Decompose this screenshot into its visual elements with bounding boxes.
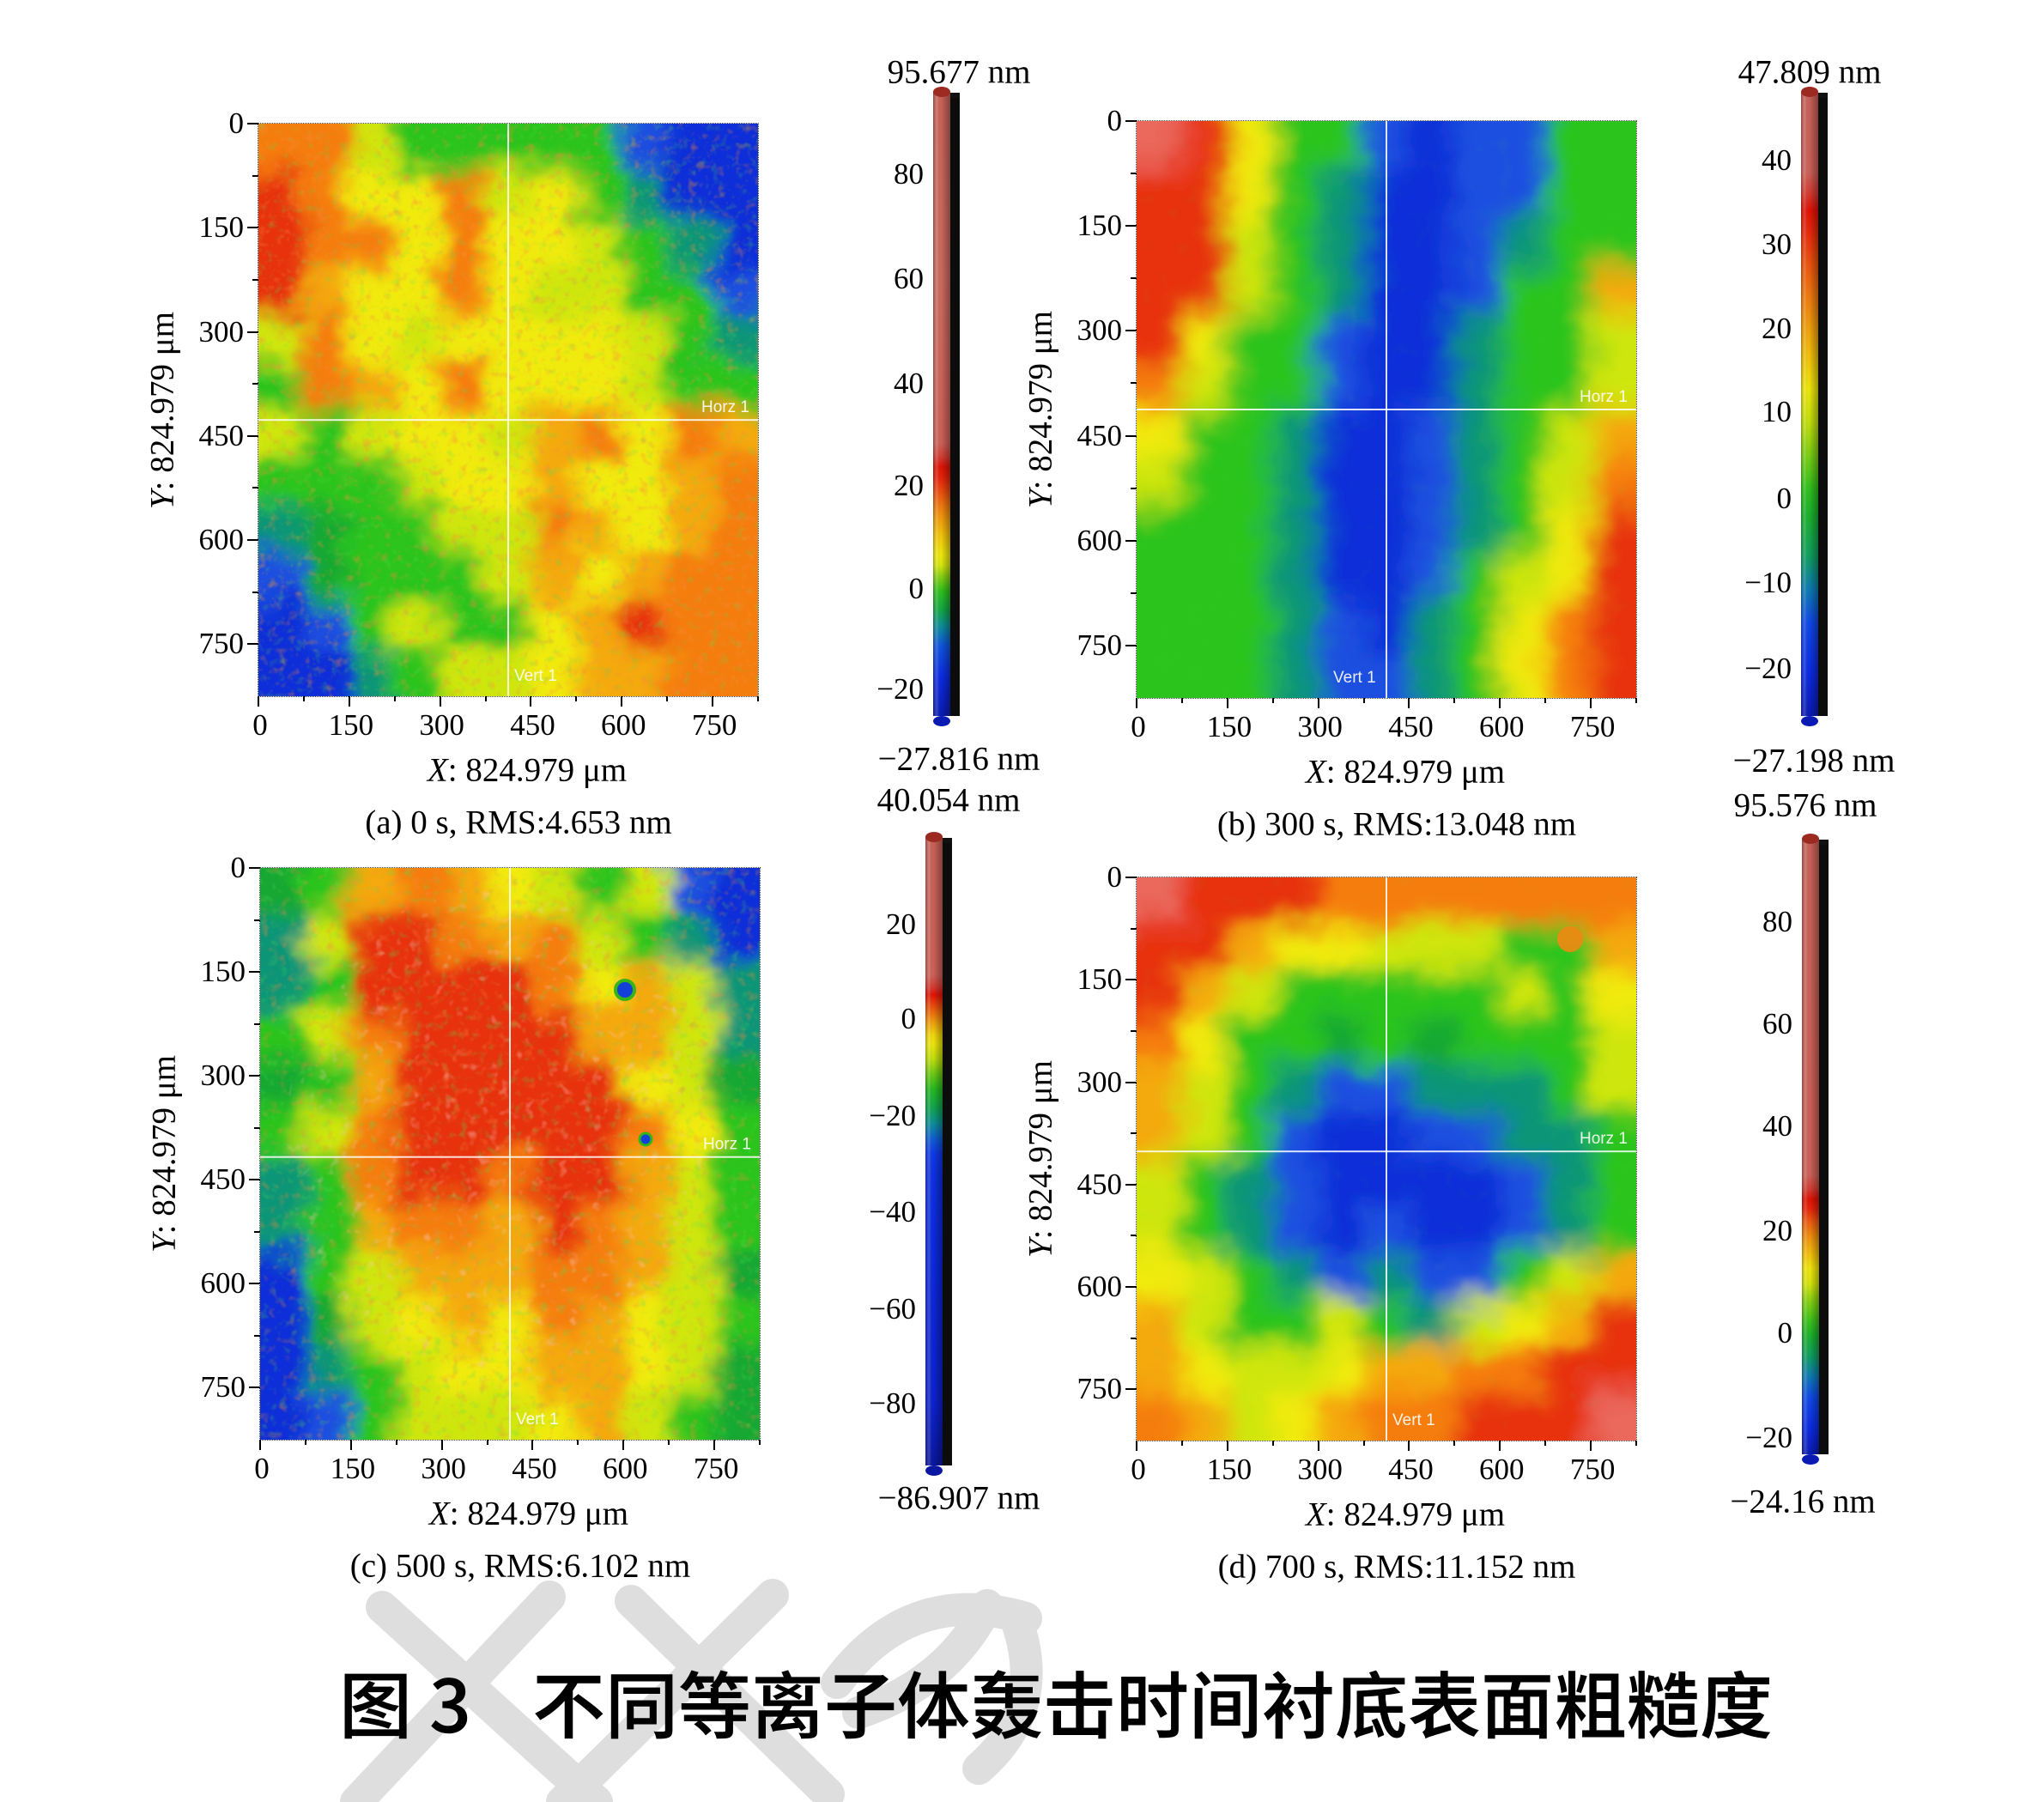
svg-text:Horz 1: Horz 1 xyxy=(701,398,749,416)
svg-text:Vert 1: Vert 1 xyxy=(1333,669,1376,687)
svg-text:Vert 1: Vert 1 xyxy=(516,1411,559,1429)
svg-text:Vert 1: Vert 1 xyxy=(514,667,557,685)
svg-text:Vert 1: Vert 1 xyxy=(1392,1411,1435,1429)
svg-text:Horz 1: Horz 1 xyxy=(703,1136,751,1154)
svg-text:Horz 1: Horz 1 xyxy=(1580,1130,1628,1148)
svg-text:Horz 1: Horz 1 xyxy=(1580,388,1628,406)
